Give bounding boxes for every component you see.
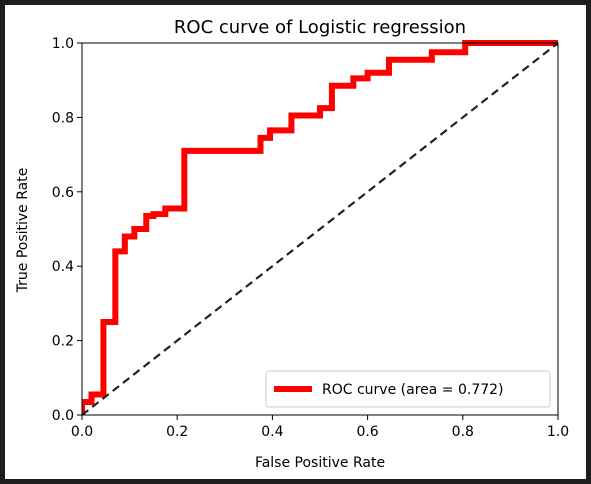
x-axis-label: False Positive Rate — [255, 455, 385, 471]
x-tick-label: 0.8 — [452, 424, 474, 440]
legend-box — [265, 370, 551, 408]
x-tick-label: 0.0 — [71, 424, 93, 440]
y-tick-label: 0.2 — [52, 334, 74, 350]
roc-chart: ROC curve of Logistic regression 0.0 0.2 0… — [15, 17, 569, 471]
chart-figure: ROC curve of Logistic regression 0.0 0.2 0… — [5, 5, 586, 479]
y-axis-label: True Positive Rate — [15, 168, 31, 294]
y-tick-label: 0.0 — [52, 408, 74, 424]
roc-curve-line — [82, 40, 558, 415]
x-tick-label: 1.0 — [547, 424, 569, 440]
plot-area: 0.0 0.2 0.4 0.6 0.8 1.0 0.0 0.2 0.4 0.6 0.8 1.0 ROC … — [52, 36, 569, 440]
y-tick-label: 0.6 — [52, 185, 74, 201]
y-tick-label: 0.4 — [52, 259, 74, 275]
y-tick-label: 1.0 — [52, 36, 74, 52]
legend-label: ROC curve (area = 0.772) — [322, 382, 504, 398]
diagonal-reference-line — [82, 42, 558, 415]
plot-frame — [81, 42, 559, 416]
y-tick-label: 0.8 — [52, 110, 74, 126]
x-tick-label: 0.4 — [261, 424, 283, 440]
x-tick-label: 0.6 — [356, 424, 378, 440]
x-tick-label: 0.2 — [166, 424, 188, 440]
chart-title: ROC curve of Logistic regression — [174, 17, 466, 38]
